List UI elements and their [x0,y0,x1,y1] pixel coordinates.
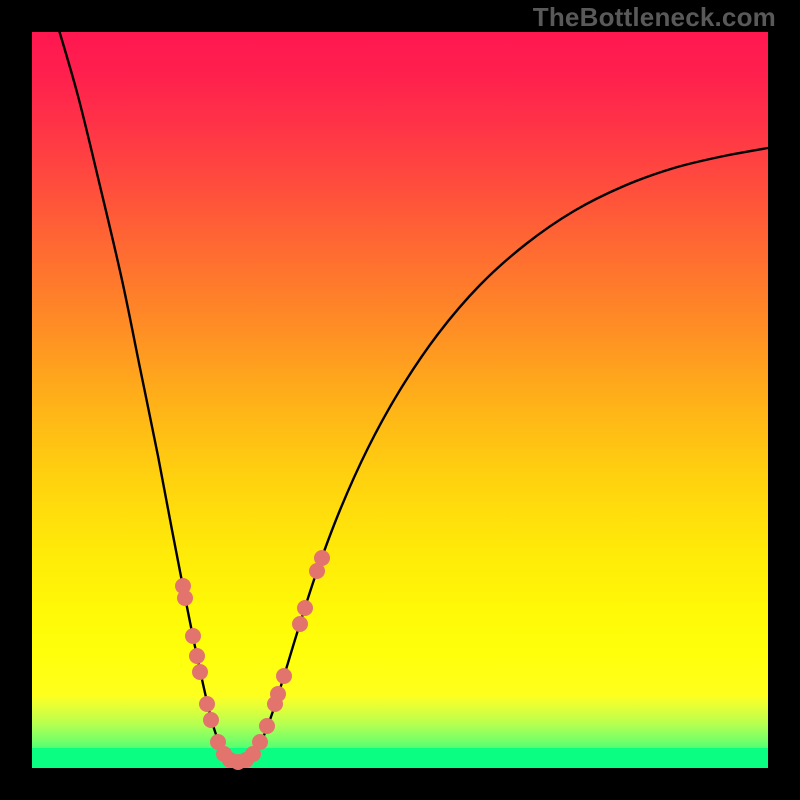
marker-point [297,600,313,616]
marker-point [192,664,208,680]
marker-point [252,734,268,750]
marker-point [177,590,193,606]
marker-point [189,648,205,664]
chart-container: TheBottleneck.com [0,0,800,800]
marker-point [259,718,275,734]
marker-point [314,550,330,566]
marker-point [199,696,215,712]
marker-point [292,616,308,632]
watermark-text: TheBottleneck.com [533,2,776,33]
markers-layer [0,0,800,800]
marker-point [270,686,286,702]
marker-point [203,712,219,728]
marker-point [185,628,201,644]
marker-point [276,668,292,684]
